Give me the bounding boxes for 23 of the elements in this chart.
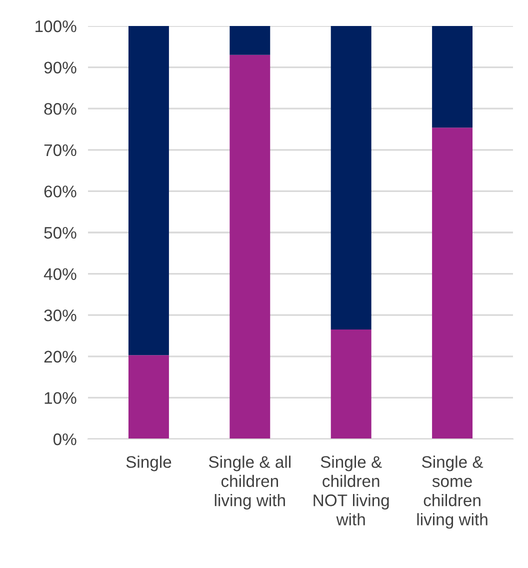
y-tick-label: 40% [44, 268, 76, 280]
bar [432, 26, 473, 128]
y-tick-label: 60% [44, 186, 76, 198]
y-tick-label: 30% [44, 310, 76, 322]
bar [128, 26, 169, 356]
x-tick-label: Single & children NOT living with [314, 456, 389, 526]
y-tick-label: 10% [44, 392, 76, 404]
y-tick-label: 0% [53, 433, 76, 446]
x-tick-label: Single & all children living with [208, 456, 290, 510]
y-tick-label: 20% [44, 350, 76, 363]
x-tick-label: Single & some children living with [417, 456, 488, 529]
y-tick-label: 90% [44, 62, 76, 74]
y-tick-label: 80% [44, 103, 76, 115]
y-tick-label: 50% [44, 226, 76, 239]
bar [330, 330, 372, 439]
bar [330, 26, 372, 330]
y-tick-label: 100% [36, 20, 76, 32]
bar [230, 26, 270, 55]
bar [432, 128, 473, 439]
bar [128, 355, 169, 439]
x-tick-label: Single [126, 456, 172, 472]
y-tick-label: 70% [44, 144, 76, 156]
bar [230, 54, 270, 439]
